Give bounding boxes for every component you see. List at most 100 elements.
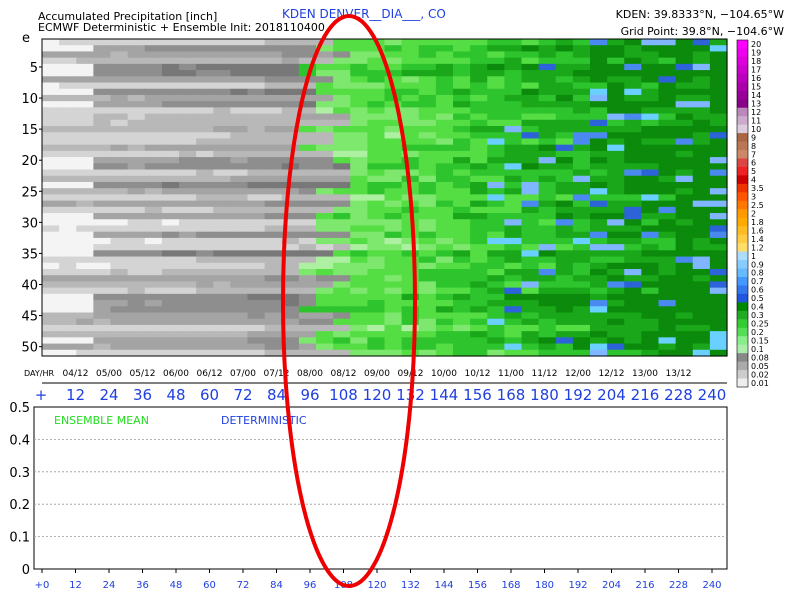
heatmap-cell	[607, 63, 625, 71]
heatmap-cell	[42, 206, 60, 214]
heatmap-cell	[470, 331, 488, 338]
heatmap-cell	[161, 244, 180, 251]
heatmap-cell	[675, 225, 694, 233]
heatmap-cell	[590, 331, 608, 338]
colorbar-swatch	[737, 56, 748, 66]
heatmap-cell	[453, 231, 471, 239]
heatmap-cell	[42, 45, 60, 53]
heatmap-cell	[196, 175, 214, 183]
heatmap-cell	[572, 39, 591, 46]
heatmap-cell	[247, 181, 266, 189]
heatmap-cell	[281, 231, 300, 239]
heatmap-cell	[144, 343, 163, 351]
heatmap-cell	[110, 231, 129, 239]
forecast-hour-label: 48	[166, 386, 185, 404]
heatmap-cell	[538, 107, 557, 115]
heatmap-cell	[264, 225, 283, 233]
heatmap-cell	[213, 63, 231, 71]
heatmap-cell	[298, 337, 317, 345]
heatmap-cell	[333, 287, 351, 295]
heatmap-cell	[658, 163, 677, 171]
heatmap-cell	[555, 126, 574, 133]
heatmap-cell	[435, 51, 454, 59]
heatmap-cell	[196, 300, 214, 307]
colorbar-swatch	[737, 243, 748, 253]
heatmap-cell	[316, 349, 334, 357]
heatmap-cell	[607, 331, 625, 338]
heatmap-cell	[316, 70, 334, 77]
heatmap-cell	[367, 300, 386, 307]
heatmap-cell	[607, 337, 625, 345]
heatmap-cell	[350, 119, 368, 127]
heatmap-cell	[333, 76, 351, 84]
heatmap-cell	[179, 225, 197, 233]
heatmap-cell	[538, 225, 557, 233]
heatmap-cell	[401, 157, 420, 164]
heatmap-cell	[487, 343, 505, 351]
heatmap-cell	[658, 306, 677, 314]
heatmap-cell	[401, 237, 420, 245]
colorbar-swatch	[737, 285, 748, 295]
heatmap-cell	[641, 138, 660, 146]
heatmap-cell	[264, 63, 283, 71]
heatmap-cell	[418, 213, 437, 220]
heatmap-cell	[692, 349, 711, 357]
heatmap-cell	[127, 293, 146, 301]
heatmap-cell	[658, 225, 677, 233]
heatmap-cell	[144, 268, 163, 276]
heatmap-cell	[247, 331, 266, 338]
heatmap-cell	[179, 82, 197, 90]
heatmap-cell	[470, 250, 488, 258]
heatmap-cell	[247, 119, 266, 127]
heatmap-cell	[59, 200, 77, 208]
heatmap-cell	[555, 206, 574, 214]
heatmap-cell	[641, 213, 660, 220]
heatmap-cell	[641, 219, 660, 227]
heatmap-cell	[127, 349, 146, 357]
heatmap-cell	[641, 144, 660, 152]
heatmap-cell	[333, 94, 351, 102]
heatmap-cell	[144, 200, 163, 208]
heatmap-cell	[504, 256, 523, 264]
heatmap-cell	[470, 275, 488, 283]
heatmap-cell	[298, 169, 317, 177]
heatmap-cell	[213, 181, 231, 189]
heatmap-cell	[196, 337, 214, 345]
heatmap-cell	[316, 244, 334, 251]
heatmap-cell	[179, 231, 197, 239]
heatmap-cell	[281, 181, 300, 189]
heatmap-cell	[110, 163, 129, 171]
heatmap-cell	[658, 318, 677, 326]
heatmap-cell	[42, 324, 60, 332]
heatmap-cell	[350, 88, 368, 96]
heatmap-cell	[607, 119, 625, 127]
colorbar-swatch	[737, 183, 748, 193]
heatmap-cell	[76, 94, 94, 102]
heatmap-cell	[453, 76, 471, 84]
colorbar-swatch	[737, 226, 748, 236]
heatmap-cell	[487, 268, 505, 276]
heatmap-cell	[316, 163, 334, 171]
heatmap-cell	[59, 324, 77, 332]
heatmap-cell	[590, 250, 608, 258]
heatmap-cell	[384, 138, 403, 146]
heatmap-cell	[675, 219, 694, 227]
heatmap-cell	[555, 94, 574, 102]
heatmap-cell	[607, 275, 625, 283]
heatmap-cell	[487, 181, 505, 189]
heatmap-cell	[144, 262, 163, 270]
forecast-hour-label: 36	[133, 386, 152, 404]
heatmap-cell	[453, 300, 471, 307]
heatmap-cell	[675, 318, 694, 326]
heatmap-cell	[709, 349, 728, 357]
heatmap-cell	[572, 181, 591, 189]
heatmap-cell	[316, 324, 334, 332]
heatmap-cell	[487, 63, 505, 71]
heatmap-cell	[675, 132, 694, 140]
heatmap-cell	[692, 181, 711, 189]
heatmap-cell	[247, 101, 266, 108]
heatmap-cell	[144, 206, 163, 214]
heatmap-cell	[658, 45, 677, 53]
heatmap-cell	[93, 250, 112, 258]
heatmap-cell	[350, 163, 368, 171]
